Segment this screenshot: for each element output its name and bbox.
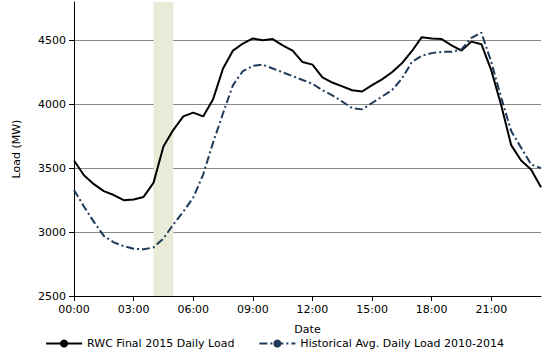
svg-text:Historical Avg. Daily Load 201: Historical Avg. Daily Load 2010-2014: [300, 337, 504, 350]
svg-text:06:00: 06:00: [177, 303, 209, 316]
svg-text:Date: Date: [294, 323, 321, 336]
svg-text:RWC Final 2015 Daily Load: RWC Final 2015 Daily Load: [87, 337, 234, 350]
svg-text:18:00: 18:00: [416, 303, 448, 316]
svg-text:15:00: 15:00: [356, 303, 388, 316]
svg-text:3500: 3500: [38, 162, 66, 175]
svg-text:4500: 4500: [38, 34, 66, 47]
svg-text:21:00: 21:00: [475, 303, 507, 316]
svg-text:03:00: 03:00: [118, 303, 150, 316]
svg-text:00:00: 00:00: [58, 303, 90, 316]
svg-text:09:00: 09:00: [237, 303, 269, 316]
svg-text:3000: 3000: [38, 226, 66, 239]
svg-text:2500: 2500: [38, 290, 66, 303]
svg-text:Load (MW): Load (MW): [10, 120, 23, 179]
svg-text:12:00: 12:00: [297, 303, 329, 316]
svg-text:4000: 4000: [38, 98, 66, 111]
